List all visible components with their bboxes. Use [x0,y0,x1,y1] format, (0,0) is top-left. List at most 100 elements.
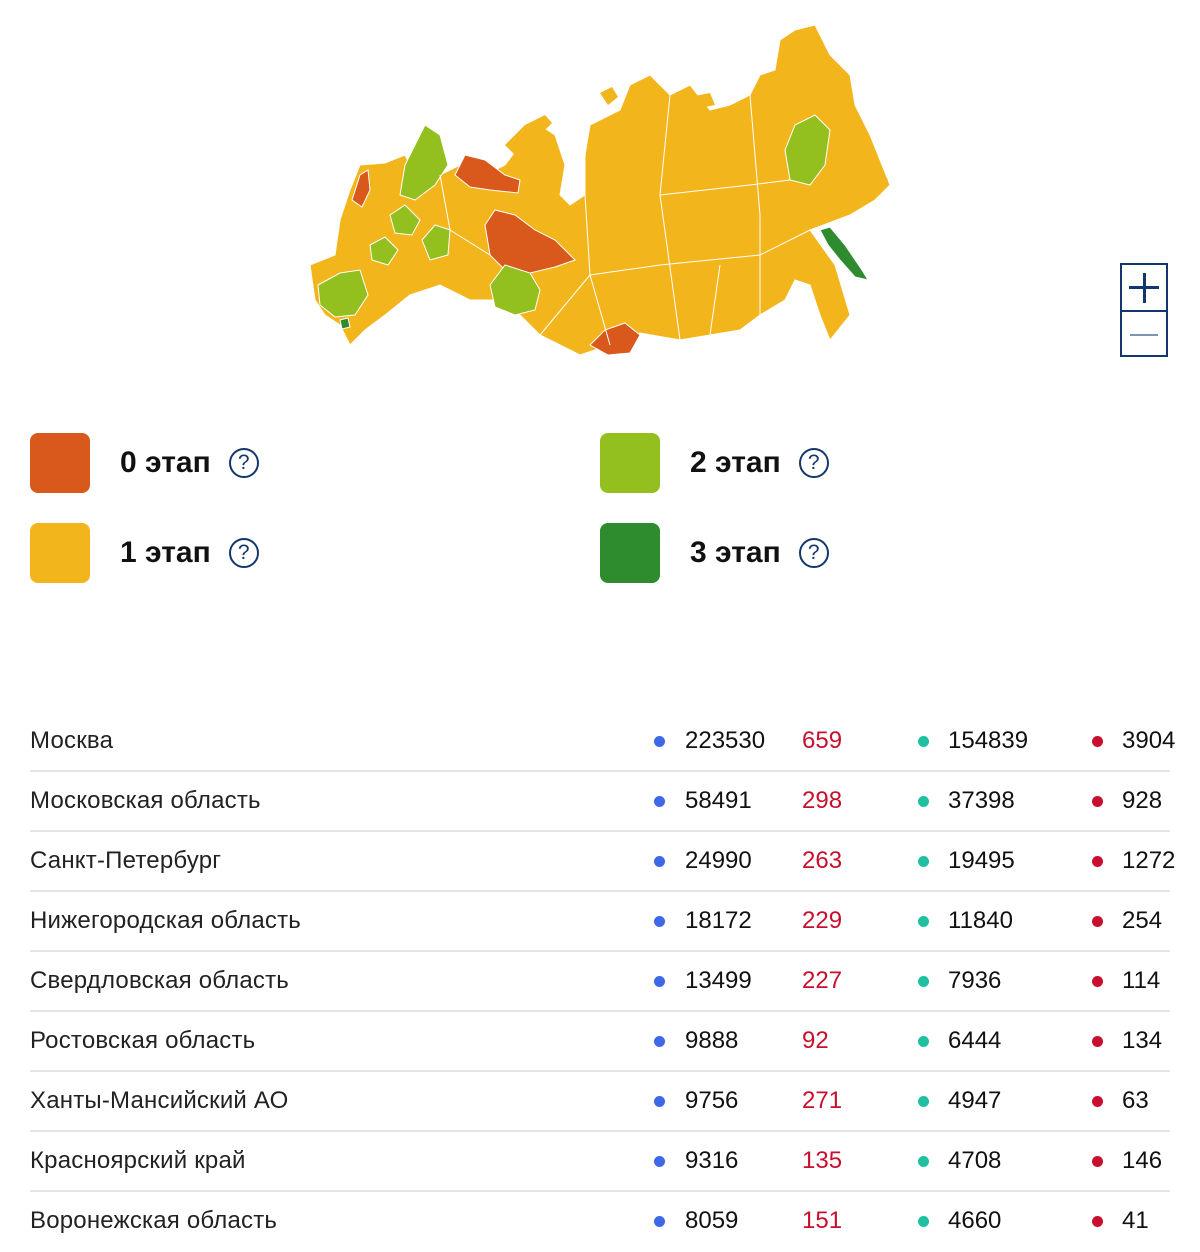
question-icon[interactable]: ? [228,448,259,478]
new-cases-count: 229 [802,907,843,934]
region-name: Москва [30,727,114,754]
new-cases-count: 271 [802,1087,843,1114]
legend-item-stage-3: 3 этап ? [600,523,829,583]
deaths-dot-icon [1092,736,1103,747]
map-region-tuva[interactable] [589,322,641,356]
map-region-karelia[interactable] [351,169,371,208]
cases-count: 9756 [685,1087,739,1114]
zoom-in-button[interactable] [1122,265,1166,312]
deaths-dot-icon [1092,796,1103,807]
deaths-count: 928 [1122,787,1163,814]
region-name: Московская область [30,787,261,814]
table-row[interactable]: Воронежская область 8059 151 4660 41 [30,1192,1170,1252]
cases-dot-icon [654,796,665,807]
region-name: Красноярский край [30,1147,246,1174]
map-region-main[interactable] [309,24,891,356]
recovered-count: 19495 [948,847,1015,874]
region-name: Санкт-Петербург [30,847,222,874]
map-region-new-siberian-isles[interactable] [690,93,715,109]
deaths-count: 146 [1122,1147,1163,1174]
question-icon[interactable]: ? [798,448,829,478]
recovered-dot-icon [918,1036,929,1047]
map-region-kamchatka[interactable] [845,135,888,195]
legend-swatch [30,433,90,493]
map-region-magadan[interactable] [784,114,831,186]
table-row[interactable]: Красноярский край 9316 135 4708 146 [30,1132,1170,1192]
russia-map[interactable] [290,15,910,375]
table-row[interactable]: Нижегородская область 18172 229 11840 254 [30,892,1170,952]
map-region-tyumen[interactable] [489,264,541,316]
cases-count: 18172 [685,907,752,934]
map-region-central[interactable] [421,224,451,261]
legend-label: 3 этап [690,536,781,569]
recovered-dot-icon [918,1096,929,1107]
new-cases-count: 263 [802,847,843,874]
deaths-count: 134 [1122,1027,1163,1054]
cases-count: 13499 [685,967,752,994]
new-cases-count: 298 [802,787,843,814]
table-row[interactable]: Московская область 58491 298 37398 928 [30,772,1170,832]
zoom-out-button[interactable] [1122,312,1166,357]
deaths-count: 41 [1122,1207,1149,1234]
recovered-dot-icon [918,976,929,987]
table-row[interactable]: Санкт-Петербург 24990 263 19495 1272 [30,832,1175,892]
cases-count: 223530 [685,727,766,754]
cases-dot-icon [654,1156,665,1167]
cases-dot-icon [654,916,665,927]
deaths-count: 114 [1122,967,1161,994]
legend-swatch [30,523,90,583]
minus-icon [1129,320,1159,350]
map-region-taimyr-isles[interactable] [600,87,618,105]
deaths-dot-icon [1092,1216,1103,1227]
map-region-novaya-zemlya[interactable] [505,115,552,155]
new-cases-count: 659 [802,727,843,754]
legend-label: 2 этап [690,446,781,479]
recovered-count: 4660 [948,1207,1002,1234]
map-region-caucasus[interactable] [339,317,351,330]
cases-dot-icon [654,736,665,747]
recovered-count: 37398 [948,787,1015,814]
recovered-count: 11840 [948,907,1013,934]
table-row[interactable]: Ростовская область 9888 92 6444 134 [30,1012,1170,1072]
map-region-volga[interactable] [369,236,399,266]
russia-map-svg[interactable] [290,15,910,375]
recovered-dot-icon [918,736,929,747]
question-icon[interactable]: ? [798,538,829,568]
table-row[interactable]: Москва 223530 659 154839 3904 [30,712,1175,772]
cases-dot-icon [654,1036,665,1047]
deaths-count: 63 [1122,1087,1149,1114]
region-name: Ростовская область [30,1027,256,1054]
new-cases-count: 151 [802,1207,843,1234]
map-region-khmao[interactable] [484,209,576,274]
map-region-sakhalin[interactable] [819,226,870,281]
map-region-murmansk[interactable] [399,124,449,201]
legend-swatch [600,523,660,583]
table-row[interactable]: Свердловская область 13499 227 7936 114 [30,952,1170,1012]
plus-icon [1129,272,1159,303]
deaths-dot-icon [1092,1156,1103,1167]
table-row[interactable]: Ханты-Мансийский АО 9756 271 4947 63 [30,1072,1170,1132]
map-region-south[interactable] [317,269,369,318]
region-name: Свердловская область [30,967,289,994]
map-region-nenets[interactable] [454,154,521,194]
recovered-dot-icon [918,1216,929,1227]
map-region-northwest[interactable] [389,204,421,236]
deaths-count: 3904 [1122,727,1176,754]
recovered-dot-icon [918,1156,929,1167]
new-cases-count: 227 [802,967,843,994]
cases-count: 9316 [685,1147,739,1174]
legend-label: 1 этап [120,536,211,569]
legend-item-stage-0: 0 этап ? [30,433,259,493]
new-cases-count: 92 [802,1027,829,1054]
deaths-dot-icon [1092,856,1103,867]
question-icon[interactable]: ? [228,538,259,568]
region-name: Нижегородская область [30,907,301,934]
cases-count: 58491 [685,787,752,814]
deaths-dot-icon [1092,1036,1103,1047]
deaths-count: 1272 [1122,847,1176,874]
cases-dot-icon [654,1096,665,1107]
recovered-count: 154839 [948,727,1029,754]
deaths-dot-icon [1092,1096,1103,1107]
cases-count: 9888 [685,1027,739,1054]
map-zoom-controls [1120,263,1168,357]
